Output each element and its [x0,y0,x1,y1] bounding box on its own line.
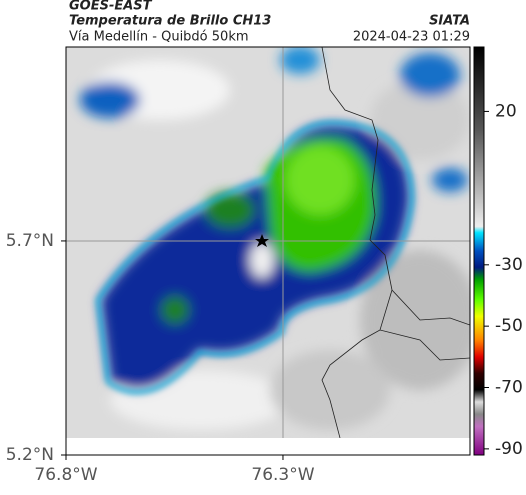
colorbar [473,46,485,456]
satellite-image [66,47,470,438]
source: SIATA [429,14,470,29]
timestamp: 2024-04-23 01:29 [353,30,470,45]
route: Vía Medellín - Quibdó 50km [69,30,249,45]
colorbar-tick-label: 20 [495,101,517,121]
colorbar-tick-label: -50 [495,316,523,336]
y-tick-label: 5.7°N [6,231,54,251]
x-tick-label: 76.3°W [251,465,314,485]
map-frame [65,46,471,456]
colorbar-tick-label: -90 [495,439,523,459]
x-tick-label: 76.8°W [34,465,97,485]
colorbar-tick-label: -70 [495,378,523,398]
colorbar-tick-label: -30 [495,255,523,275]
y-tick-label: 5.2°N [6,445,54,465]
title: GOES-EAST [69,0,153,14]
subtitle: Temperatura de Brillo CH13 [69,14,271,29]
